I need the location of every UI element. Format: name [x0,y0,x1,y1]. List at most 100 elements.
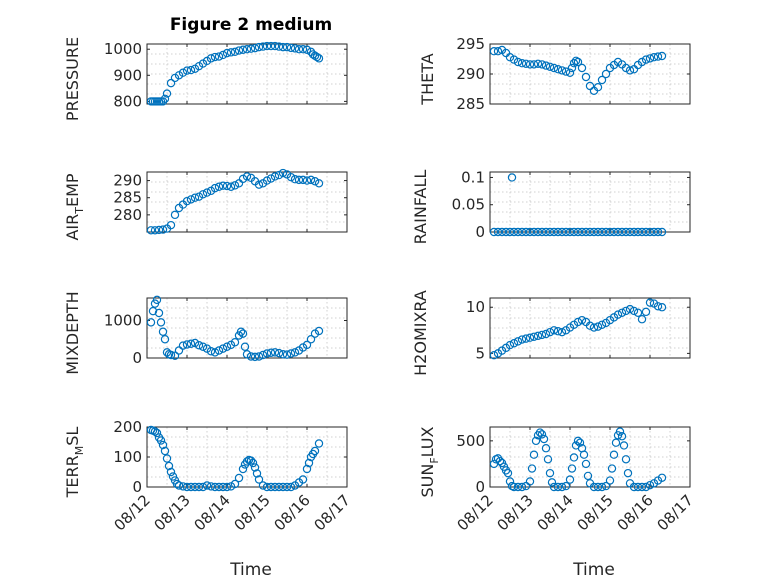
data-point [585,227,595,237]
data-point [561,227,571,237]
data-point [579,450,589,459]
data-point [645,298,655,307]
data-point [258,481,268,490]
data-point [302,340,312,350]
data-point [569,227,579,237]
data-point [581,72,591,82]
data-point [218,482,228,492]
data-point [262,349,272,358]
data-point [577,315,587,325]
data-point [625,227,635,237]
data-point [148,306,158,316]
data-point [573,57,583,67]
data-point [270,348,280,357]
data-point [254,42,264,52]
data-point [617,227,627,237]
data-point [637,315,647,324]
data-point [222,181,232,191]
data-point [254,352,264,361]
data-point [160,335,170,344]
data-point [250,352,260,362]
data-point [657,473,667,482]
y-tick-label: 5 [475,344,485,362]
data-point [529,450,539,459]
data-point [178,68,188,77]
data-point [545,327,555,337]
data-point [513,227,523,237]
subplot-row3-left: 0 1000 MIXDEPTH [63,291,348,375]
data-point [597,320,607,329]
data-point [258,42,268,51]
data-point [262,482,272,492]
data-point [294,45,304,54]
data-point [589,227,599,237]
data-point [306,175,316,185]
data-point [314,179,324,188]
data-point [589,482,599,492]
data-point [621,227,631,237]
data-point [164,461,174,471]
data-point [549,482,559,492]
data-point [150,226,160,235]
data-point [278,482,288,492]
data-point [593,82,603,92]
data-point [156,318,166,327]
data-point [649,227,659,237]
data-point [521,334,531,343]
data-point [525,60,535,69]
data-point [549,227,559,237]
data-point [633,227,643,237]
data-point [262,176,272,185]
axes-frame [146,43,348,105]
data-point [537,430,547,439]
data-point [274,170,284,180]
data-point [274,348,284,358]
x-tick-label: 08/12 [454,491,497,534]
data-point [565,475,575,484]
y-tick-label: 0 [132,478,142,496]
data-point [645,54,655,63]
data-point [274,42,284,51]
data-point [545,227,555,237]
data-point [278,42,288,52]
data-point [222,48,232,58]
y-tick-label: 0 [475,478,485,496]
data-point [569,453,579,462]
data-point [539,434,549,444]
data-point [310,177,320,186]
data-point [541,227,551,237]
data-point [517,59,527,68]
data-point [657,227,667,237]
data-point [290,174,300,184]
data-point [202,188,212,197]
data-point [517,335,527,344]
data-point [573,317,583,327]
data-point [633,482,643,492]
y-tick-label: 900 [113,66,142,84]
axes-frame [146,171,348,233]
axes-frame [489,297,691,359]
data-point [629,227,639,237]
data-point [653,227,663,237]
data-point [282,482,292,492]
data-point [535,428,545,437]
data-point [505,227,515,237]
data-point [629,306,639,316]
data-point [581,459,591,469]
data-point [621,306,631,316]
data-point [513,337,523,346]
data-point [190,338,200,348]
data-point [236,327,246,336]
data-point [306,335,316,344]
data-point [302,464,312,474]
x-tick-label: 08/16 [271,491,314,534]
data-point [290,348,300,357]
data-point [625,304,635,314]
data-point [553,227,563,237]
data-point [278,168,288,178]
data-point [583,471,593,481]
data-point [533,59,543,69]
data-point [545,62,555,72]
data-point [575,438,585,447]
